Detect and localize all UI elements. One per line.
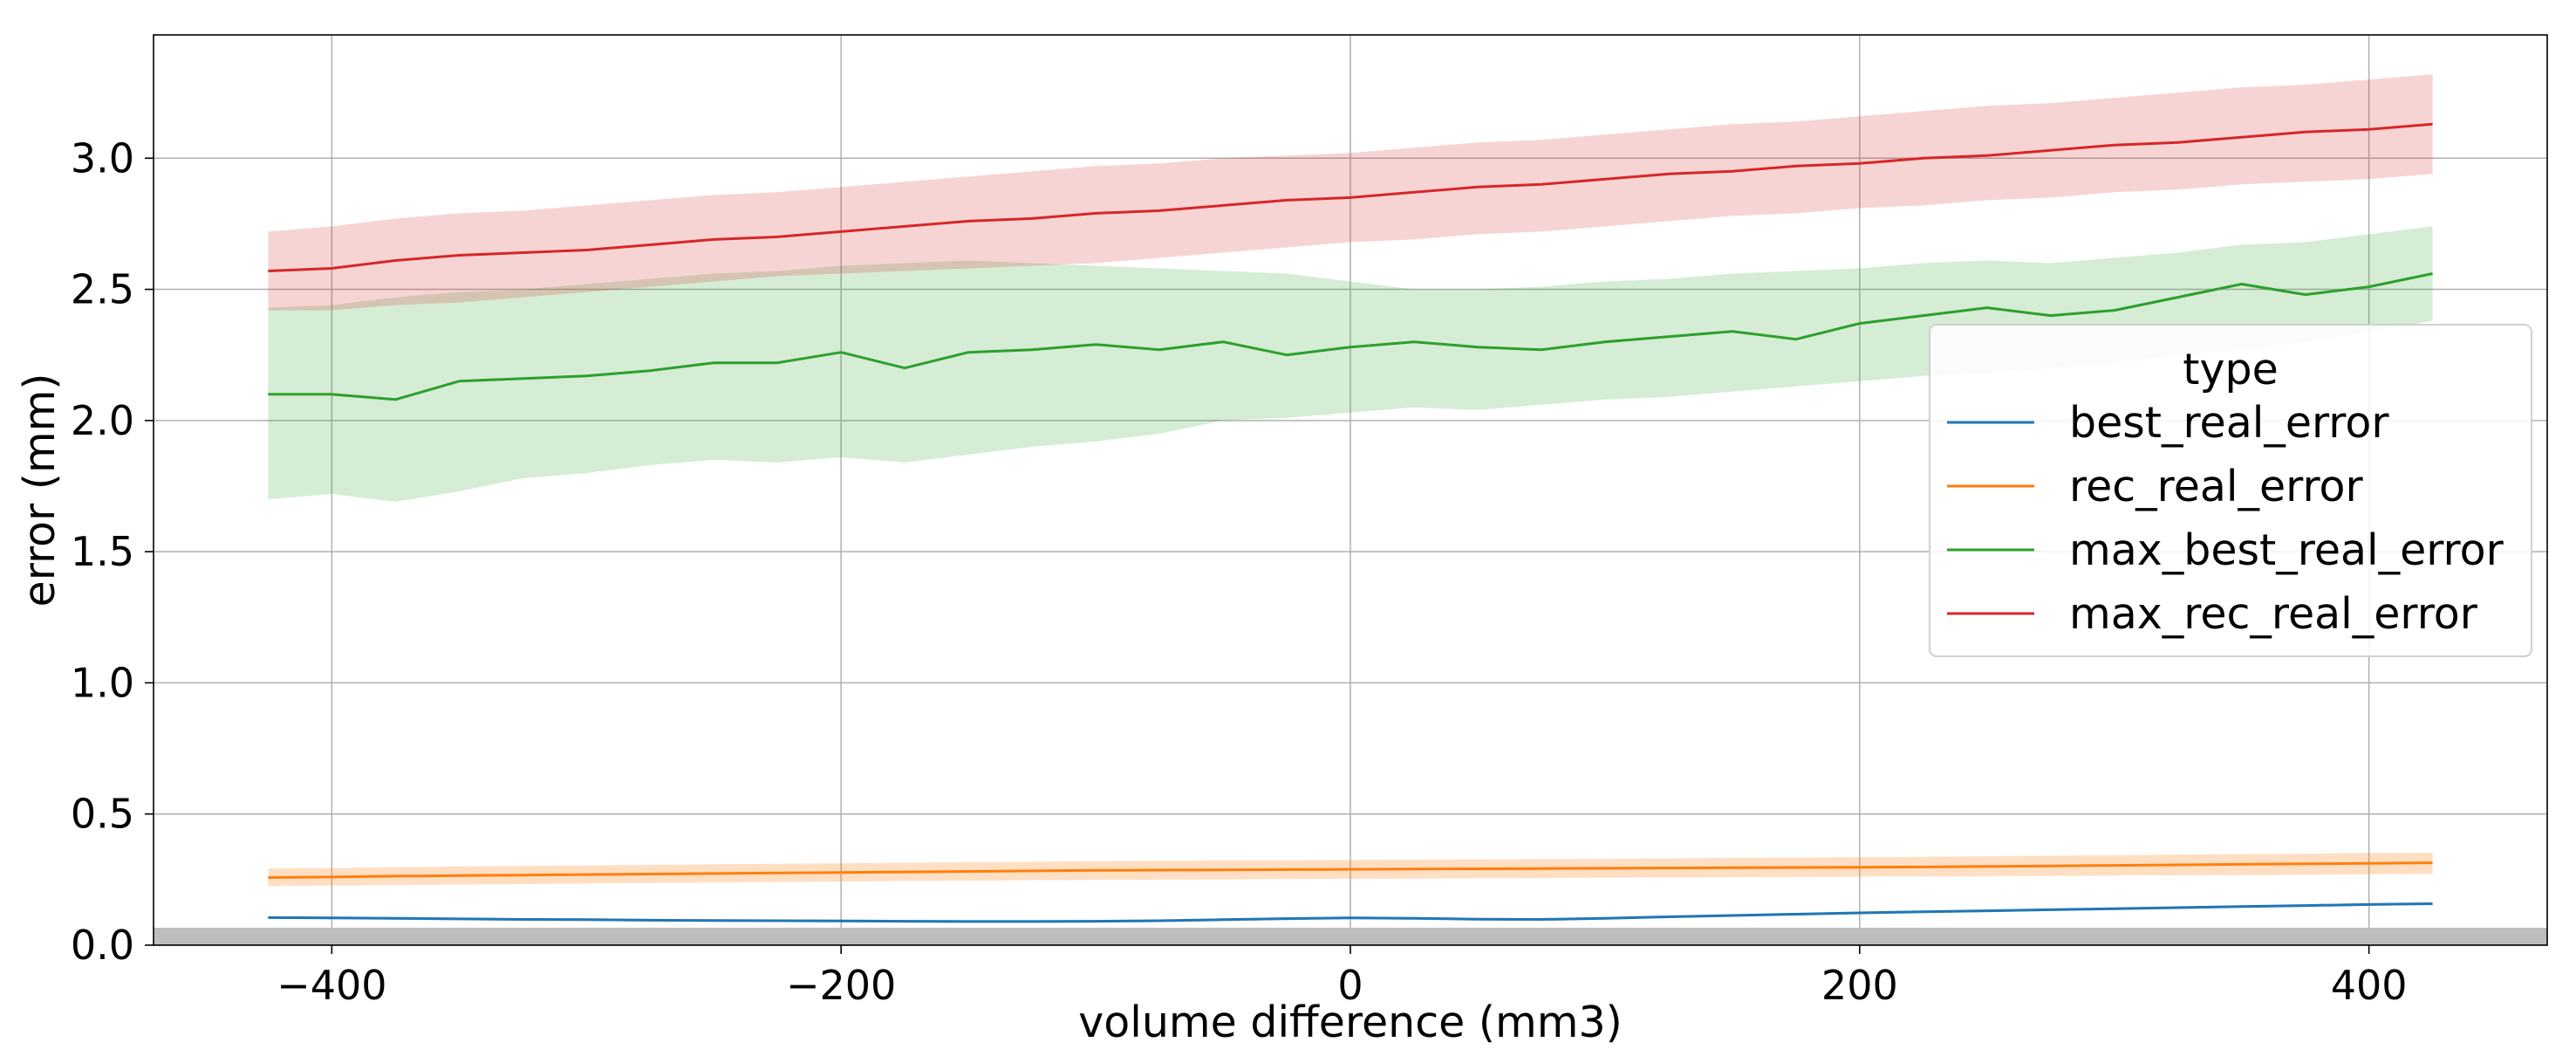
y-axis-ticks: 0.0 0.5 1.0 1.5 2.0 2.5 3.0 (71, 134, 154, 969)
y-tick-label: 3.0 (71, 134, 134, 182)
x-axis-title: volume difference (mm3) (1078, 998, 1623, 1047)
legend-title: type (2183, 345, 2278, 394)
y-tick-label: 0.0 (71, 922, 134, 969)
legend-label-best_real_error: best_real_error (2069, 398, 2389, 448)
x-axis-ticks: −400 −200 0 200 400 (277, 945, 2408, 1009)
band-max_best_real_error (268, 226, 2433, 502)
series-lines (268, 122, 2433, 923)
line-max_best_real_error (268, 272, 2433, 401)
y-tick-label: 1.0 (71, 659, 134, 706)
legend: type best_real_error rec_real_error max_be… (1929, 324, 2532, 657)
x-tick-label: 200 (1821, 962, 1898, 1009)
y-tick-label: 2.5 (71, 266, 134, 313)
line-rec_real_error (268, 861, 2433, 879)
y-tick-label: 1.5 (71, 528, 134, 575)
x-tick-label: 400 (2331, 962, 2408, 1009)
x-tick-label: 0 (1337, 962, 1363, 1009)
y-axis-title: error (mm) (15, 374, 65, 607)
line-max_rec_real_error (268, 122, 2433, 272)
legend-label-rec_real_error: rec_real_error (2069, 462, 2363, 511)
x-tick-label: −400 (277, 962, 386, 1009)
y-tick-label: 2.0 (71, 397, 134, 444)
band-max_rec_real_error (268, 74, 2433, 311)
x-tick-label: −200 (786, 962, 896, 1009)
y-tick-label: 0.5 (71, 791, 134, 838)
legend-label-max_rec_real_error: max_rec_real_error (2069, 589, 2478, 639)
legend-items: best_real_error rec_real_error max_best_re… (1947, 398, 2504, 639)
line-best_real_error (268, 902, 2433, 923)
legend-label-max_best_real_error: max_best_real_error (2069, 525, 2504, 575)
baseline-strip (154, 928, 2547, 945)
legend-box (1929, 324, 2532, 657)
